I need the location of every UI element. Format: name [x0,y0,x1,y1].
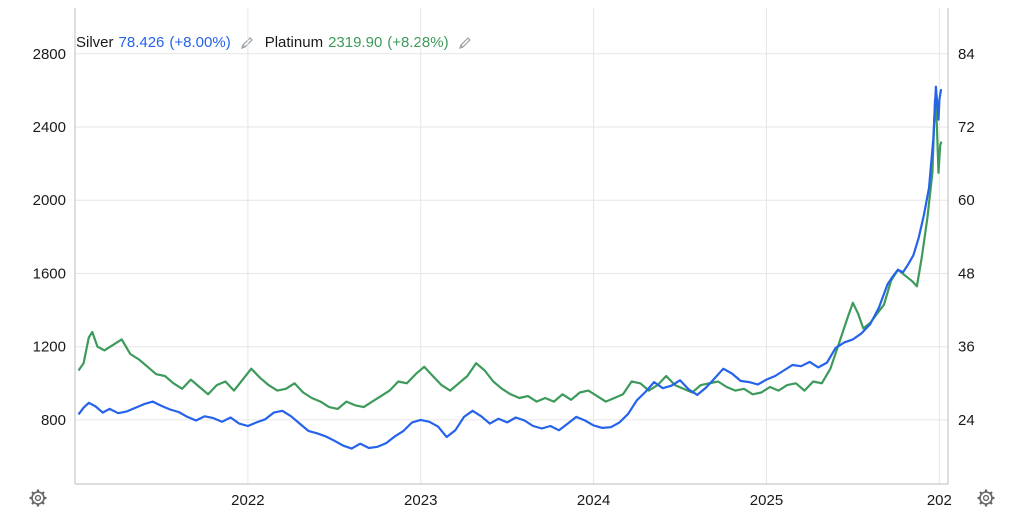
series-line-platinum [77,98,943,410]
legend-value-platinum: 2319.90 [328,34,383,51]
axes: 800 1200 1600 2000 2400 2800 24 36 48 60 72 84 2022 2… [33,8,975,509]
legend-value-silver: 78.426 [118,34,165,51]
y-left-tick-label: 2000 [33,192,66,209]
series-lines [77,85,943,450]
y-right-tick-label: 72 [958,119,975,136]
legend-name-platinum: Platinum [264,34,324,51]
pencil-icon[interactable] [239,35,255,51]
y-right-tick-label: 84 [958,46,975,63]
grid [75,8,948,484]
legend-change-silver: (+8.00%) [169,34,231,51]
series-line-silver [77,85,943,450]
x-tick-label: 2025 [750,492,783,509]
y-right-tick-label: 60 [958,192,975,209]
y-left-tick-label: 1600 [33,265,66,282]
y-right-tick-label: 48 [958,265,975,282]
gear-icon[interactable] [28,488,48,508]
x-tick-label: 2024 [577,492,610,509]
y-right-tick-label: 24 [958,412,975,429]
y-left-tick-label: 2400 [33,119,66,136]
y-left-tick-label: 800 [41,412,66,429]
x-tick-label: 2022 [231,492,264,509]
y-left-tick-label: 1200 [33,339,66,356]
legend-item-silver[interactable]: Silver 78.426 (+8.00%) [76,34,255,51]
y-right-tick-label: 36 [958,339,975,356]
x-tick-label: 202 [927,492,952,509]
legend-item-platinum[interactable]: Platinum 2319.90 (+8.28%) [265,34,473,51]
y-left-tick-label: 2800 [33,46,66,63]
pencil-icon[interactable] [457,35,473,51]
legend-name-silver: Silver [76,34,114,51]
chart-legend: Silver 78.426 (+8.00%) Platinum 2319.90 … [76,34,483,51]
x-tick-label: 2023 [404,492,437,509]
gear-icon[interactable] [976,488,996,508]
legend-change-platinum: (+8.28%) [387,34,449,51]
